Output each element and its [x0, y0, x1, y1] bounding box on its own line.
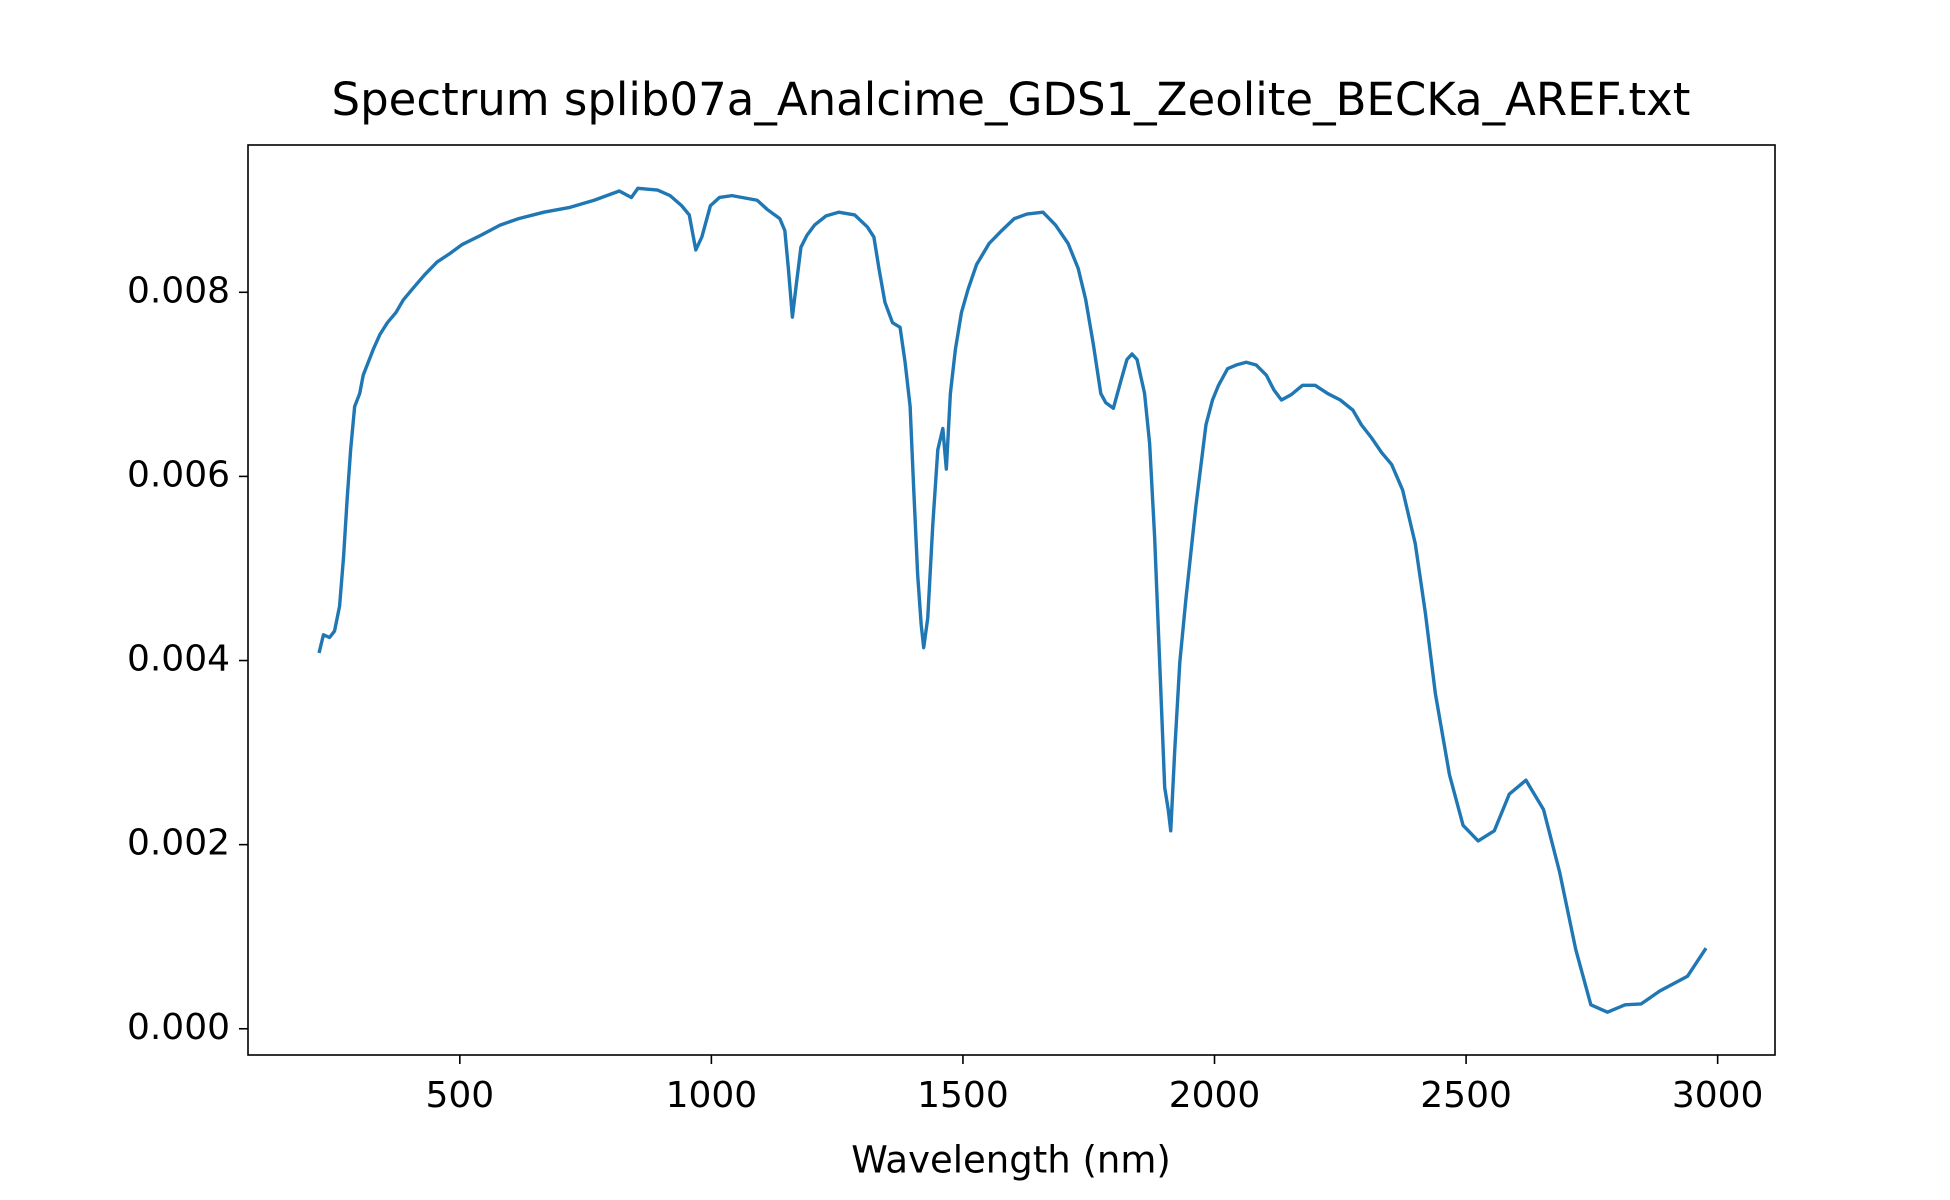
x-tick-label: 500 — [425, 1075, 494, 1116]
x-tick-label: 2000 — [1169, 1075, 1261, 1116]
y-tick-label: 0.008 — [127, 270, 230, 311]
spectrum-line — [317, 186, 1708, 1014]
plot-frame — [247, 144, 1776, 1056]
y-tick-label: 0.002 — [127, 823, 230, 864]
y-tick-label: 0.006 — [127, 454, 230, 495]
x-tick-label: 1000 — [666, 1075, 758, 1116]
x-tick-label: 2500 — [1420, 1075, 1512, 1116]
x-axis-label: Wavelength (nm) — [851, 1139, 1171, 1182]
x-tick-label: 1500 — [917, 1075, 1009, 1116]
y-tick-label: 0.004 — [127, 639, 230, 680]
y-tick-label: 0.000 — [127, 1007, 230, 1048]
x-tick-label: 3000 — [1672, 1075, 1764, 1116]
chart-title: Spectrum splib07a_Analcime_GDS1_Zeolite_… — [332, 73, 1691, 126]
